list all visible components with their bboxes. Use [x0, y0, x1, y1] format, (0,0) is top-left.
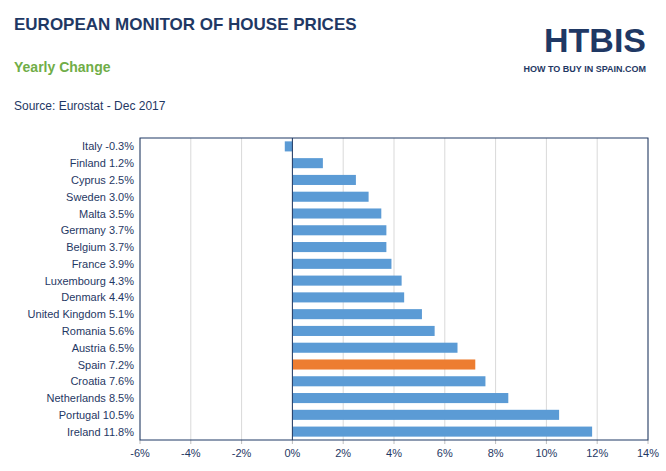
y-tick-label: Sweden 3.0% [66, 191, 134, 203]
y-tick-label: Austria 6.5% [72, 342, 135, 354]
x-tick-label: 6% [437, 447, 453, 459]
x-tick-label: 0% [284, 447, 300, 459]
y-tick-label: Luxembourg 4.3% [45, 275, 134, 287]
x-tick [140, 440, 141, 444]
bar [292, 158, 322, 168]
x-tick [394, 440, 395, 444]
bar [292, 359, 475, 369]
grid-line [546, 138, 547, 440]
x-tick-label: 8% [488, 447, 504, 459]
title: EUROPEAN MONITOR OF HOUSE PRICES [14, 15, 357, 34]
logo: HTBIS [544, 21, 646, 59]
x-tick-label: -2% [232, 447, 252, 459]
y-tick-label: Germany 3.7% [61, 224, 135, 236]
y-tick-label: Cyprus 2.5% [71, 174, 134, 186]
plot-frame [140, 138, 648, 440]
y-tick-label: Finland 1.2% [70, 157, 134, 169]
grid-line [241, 138, 242, 440]
x-tick-label: -4% [181, 447, 201, 459]
bar [292, 259, 391, 269]
x-tick-label: 10% [535, 447, 557, 459]
bar [292, 242, 386, 252]
y-tick-label: United Kingdom 5.1% [28, 308, 135, 320]
x-tick-label: 4% [386, 447, 402, 459]
logo-subtext: HOW TO BUY IN SPAIN.COM [523, 64, 646, 74]
x-tick [546, 440, 547, 444]
bar [292, 309, 422, 319]
x-tick-label: -6% [130, 447, 150, 459]
bar [292, 393, 508, 403]
bar [292, 292, 404, 302]
x-tick-label: 14% [637, 447, 659, 459]
x-tick [190, 440, 191, 444]
y-tick-label: Romania 5.6% [62, 325, 134, 337]
grid-line [292, 138, 293, 440]
bar [292, 175, 356, 185]
x-tick [343, 440, 344, 444]
x-tick-label: 12% [586, 447, 608, 459]
y-tick-label: Denmark 4.4% [61, 291, 134, 303]
y-tick-label: Ireland 11.8% [67, 426, 134, 438]
chart: EUROPEAN MONITOR OF HOUSE PRICES Yearly C… [0, 0, 666, 471]
bar [292, 427, 592, 437]
y-tick-label: Spain 7.2% [78, 359, 134, 371]
bar [292, 276, 401, 286]
x-tick [444, 440, 445, 444]
bar [292, 376, 485, 386]
x-tick [597, 440, 598, 444]
x-tick-label: 2% [335, 447, 351, 459]
y-tick-label: Portugal 10.5% [59, 409, 134, 421]
grid-line [190, 138, 191, 440]
bar [292, 208, 381, 218]
y-tick-label: Italy -0.3% [82, 140, 134, 152]
y-tick-label: Croatia 7.6% [70, 375, 134, 387]
bar [292, 343, 457, 353]
grid-line [597, 138, 598, 440]
bars [285, 141, 592, 436]
bar [285, 141, 293, 151]
bar [292, 225, 386, 235]
x-tick [241, 440, 242, 444]
y-tick-label: Netherlands 8.5% [47, 392, 135, 404]
bar [292, 326, 434, 336]
subtitle: Yearly Change [14, 59, 111, 75]
bar [292, 410, 559, 420]
x-tick [648, 440, 649, 444]
y-tick-label: Belgium 3.7% [66, 241, 134, 253]
x-tick [495, 440, 496, 444]
source: Source: Eurostat - Dec 2017 [14, 99, 166, 113]
bar [292, 192, 368, 202]
zero-line [292, 138, 293, 440]
x-grid [140, 138, 648, 440]
x-tick [292, 440, 293, 444]
y-tick-label: France 3.9% [72, 258, 135, 270]
y-tick-label: Malta 3.5% [79, 208, 134, 220]
